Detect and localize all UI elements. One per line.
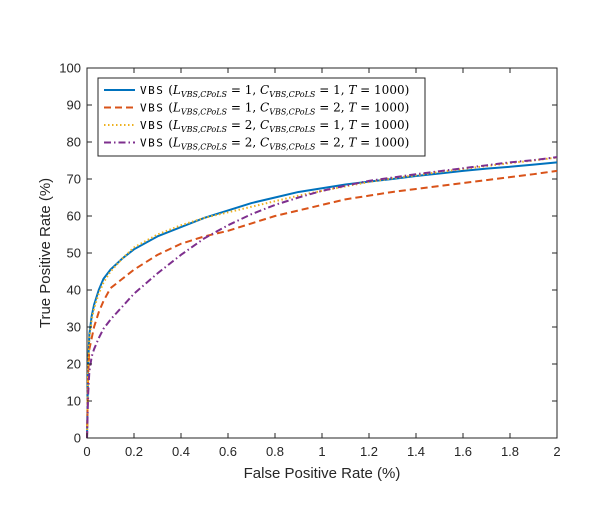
y-tick-label: 0 bbox=[74, 431, 81, 446]
y-tick-label: 90 bbox=[67, 98, 81, 113]
x-tick-label: 0.4 bbox=[172, 444, 190, 459]
y-tick-label: 10 bbox=[67, 394, 81, 409]
y-tick-label: 60 bbox=[67, 209, 81, 224]
series-line-3 bbox=[86, 156, 558, 439]
y-tick-label: 50 bbox=[67, 246, 81, 261]
legend-box bbox=[97, 77, 426, 157]
y-tick-label: 40 bbox=[67, 283, 81, 298]
series-layer bbox=[86, 156, 558, 439]
x-tick-label: 2 bbox=[553, 444, 560, 459]
x-tick-label: 0 bbox=[83, 444, 90, 459]
x-tick-label: 1.2 bbox=[360, 444, 378, 459]
series-line-2 bbox=[86, 169, 558, 439]
legend: VBS (LVBS,CPoLS = 1, CVBS,CPoLS = 1, T =… bbox=[97, 77, 426, 157]
legend-entry-2: VBS (LVBS,CPoLS = 1, CVBS,CPoLS = 2, T =… bbox=[140, 101, 409, 117]
y-tick-label: 20 bbox=[67, 357, 81, 372]
y-axis-ticks: 0 10 20 30 40 50 60 70 80 90 100 bbox=[59, 61, 557, 446]
y-tick-label: 70 bbox=[67, 172, 81, 187]
y-tick-label: 100 bbox=[59, 61, 81, 76]
legend-entry-1: VBS (LVBS,CPoLS = 1, CVBS,CPoLS = 1, T =… bbox=[140, 83, 409, 99]
y-axis-label: True Positive Rate (%) bbox=[37, 178, 54, 328]
legend-entry-3: VBS (LVBS,CPoLS = 2, CVBS,CPoLS = 1, T =… bbox=[140, 118, 409, 134]
legend-entry-4: VBS (LVBS,CPoLS = 2, CVBS,CPoLS = 2, T =… bbox=[140, 136, 409, 152]
series-line-1 bbox=[86, 161, 558, 439]
x-tick-label: 0.6 bbox=[219, 444, 237, 459]
x-tick-label: 1.8 bbox=[501, 444, 519, 459]
x-axis-label: False Positive Rate (%) bbox=[244, 465, 401, 482]
x-tick-label: 0.8 bbox=[266, 444, 284, 459]
x-axis-ticks: 0 0.2 0.4 0.6 0.8 1 1.2 1.4 1.6 1.8 2 bbox=[83, 68, 561, 459]
x-tick-label: 1 bbox=[318, 444, 325, 459]
x-tick-label: 0.2 bbox=[125, 444, 143, 459]
y-tick-label: 80 bbox=[67, 135, 81, 150]
y-tick-label: 30 bbox=[67, 320, 81, 335]
x-tick-label: 1.6 bbox=[454, 444, 472, 459]
x-tick-label: 1.4 bbox=[407, 444, 425, 459]
